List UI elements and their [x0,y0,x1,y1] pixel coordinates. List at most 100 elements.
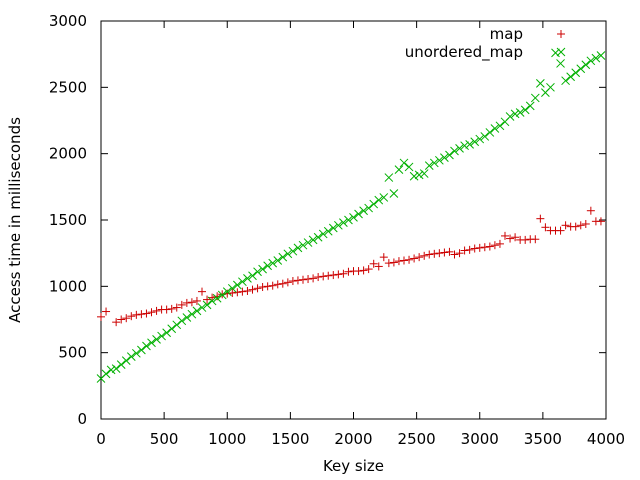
unordered-map-point [177,316,187,326]
map-point [238,287,247,296]
x-tick-label: 4000 [587,430,625,448]
unordered-map-point [399,158,409,168]
unordered-map-point [525,101,535,111]
map-point [319,272,328,281]
map-point [470,244,479,253]
map-point [576,221,585,230]
map-point [460,246,469,255]
map-point [384,259,393,268]
unordered-map-point [278,252,288,262]
x-tick-label: 2000 [334,430,372,448]
map-point [354,267,363,276]
unordered-map-point [212,293,222,303]
unordered-map-point [359,206,368,216]
unordered-map-point [581,60,591,70]
map-point [172,303,181,312]
x-tick-label: 3500 [524,430,562,448]
unordered-map-point [157,331,166,341]
unordered-map-point [318,229,328,239]
unordered-map-point [328,223,338,233]
unordered-map-point [556,59,565,68]
unordered-map-point [137,345,146,355]
unordered-map-point [515,108,525,117]
map-point [142,309,151,318]
map-point [561,221,570,230]
map-point [147,308,156,317]
unordered-map-point [238,277,247,287]
map-point [112,318,121,327]
unordered-map-point [414,170,424,180]
map-point [122,314,131,323]
unordered-map-point [253,267,262,277]
unordered-map-point [222,287,232,296]
unordered-map-point [333,220,343,230]
unordered-map-point [116,360,126,369]
map-point [364,265,373,274]
unordered-map-point [263,261,273,271]
unordered-map-point [530,93,540,103]
map-point [198,287,206,296]
unordered-map-point [303,238,313,247]
unordered-map-point [480,132,490,141]
map-point [495,239,504,248]
map-point [248,285,257,294]
unordered-map-point [273,256,283,265]
x-tick-label: 2500 [398,430,436,448]
map-point [410,254,419,263]
unordered-map-point [202,300,212,310]
unordered-map-point [121,356,131,365]
map-point [400,256,408,265]
unordered-map-point [465,140,475,149]
unordered-map-point [520,105,530,115]
unordered-map-point [344,215,353,225]
unordered-map-point [283,249,293,259]
legend-label-map: map [490,25,523,43]
map-point [430,249,439,258]
unordered-map-point [485,128,495,137]
map-point [288,277,297,286]
unordered-map-point [152,335,161,344]
unordered-map-point [182,313,192,322]
map-point [586,206,595,215]
x-tick-label: 0 [96,430,106,448]
map-point [571,222,580,231]
map-point [182,298,191,307]
unordered-map-point [440,153,449,163]
map-point [314,273,323,282]
y-tick-label: 2500 [49,78,87,96]
unordered-map-point [111,364,121,373]
map-point [137,310,146,319]
unordered-map-point [490,124,500,133]
map-point [475,243,484,252]
unordered-map-point [495,121,505,131]
legend: map unordered_map [405,25,566,62]
unordered-map-point [288,246,298,256]
map-point [344,267,353,276]
unordered-map-point [268,258,278,268]
unordered-map-point [369,199,379,209]
map-point [465,245,474,254]
map-point [521,235,530,244]
unordered-map-point [192,306,202,316]
unordered-map-point [409,171,419,181]
y-tick-label: 2000 [49,145,87,163]
unordered-map-point [126,352,136,362]
unordered-map-point [162,328,172,338]
map-point [253,284,262,293]
unordered-map-point [576,64,586,74]
y-axis-title: Access time in milliseconds [6,117,24,323]
axis-ticks: 0 500 1000 1500 2000 2500 3000 3500 4000 0 500 1000… [49,12,625,448]
unordered-map-point [106,365,116,375]
map-point [127,312,136,321]
x-tick-label: 1500 [271,430,309,448]
map-point [450,250,459,259]
unordered-map-point [394,165,404,174]
unordered-map-point [535,78,545,88]
map-point [379,253,388,262]
unordered-map-point [339,218,348,228]
map-point [506,234,515,243]
unordered-map-point [384,173,394,182]
map-point [233,288,242,297]
unordered-map-point [450,146,459,156]
map-point [485,242,494,251]
